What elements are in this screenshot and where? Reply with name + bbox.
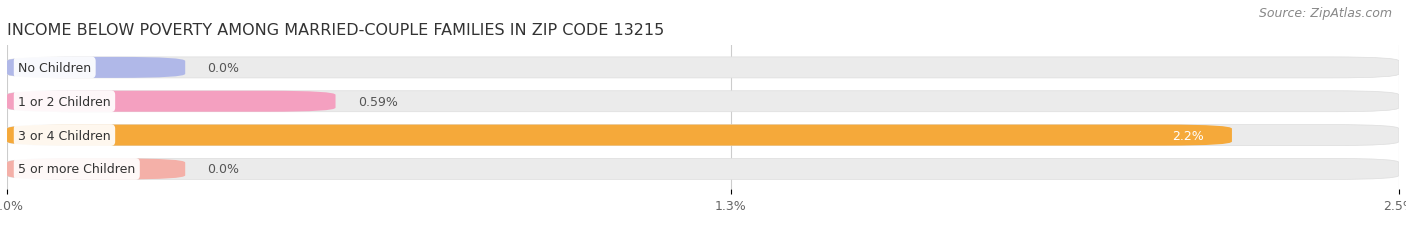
Text: 3 or 4 Children: 3 or 4 Children: [18, 129, 111, 142]
Text: INCOME BELOW POVERTY AMONG MARRIED-COUPLE FAMILIES IN ZIP CODE 13215: INCOME BELOW POVERTY AMONG MARRIED-COUPL…: [7, 23, 664, 38]
Text: 0.0%: 0.0%: [208, 62, 239, 75]
FancyBboxPatch shape: [7, 91, 1399, 112]
FancyBboxPatch shape: [7, 125, 1399, 146]
Text: Source: ZipAtlas.com: Source: ZipAtlas.com: [1258, 7, 1392, 20]
Text: No Children: No Children: [18, 62, 91, 75]
FancyBboxPatch shape: [7, 125, 1232, 146]
Text: 2.2%: 2.2%: [1173, 129, 1204, 142]
FancyBboxPatch shape: [7, 159, 1399, 180]
Text: 5 or more Children: 5 or more Children: [18, 163, 135, 176]
FancyBboxPatch shape: [7, 159, 186, 180]
Text: 1 or 2 Children: 1 or 2 Children: [18, 95, 111, 108]
Text: 0.59%: 0.59%: [357, 95, 398, 108]
FancyBboxPatch shape: [7, 91, 336, 112]
Text: 0.0%: 0.0%: [208, 163, 239, 176]
FancyBboxPatch shape: [7, 58, 1399, 79]
FancyBboxPatch shape: [7, 58, 186, 79]
